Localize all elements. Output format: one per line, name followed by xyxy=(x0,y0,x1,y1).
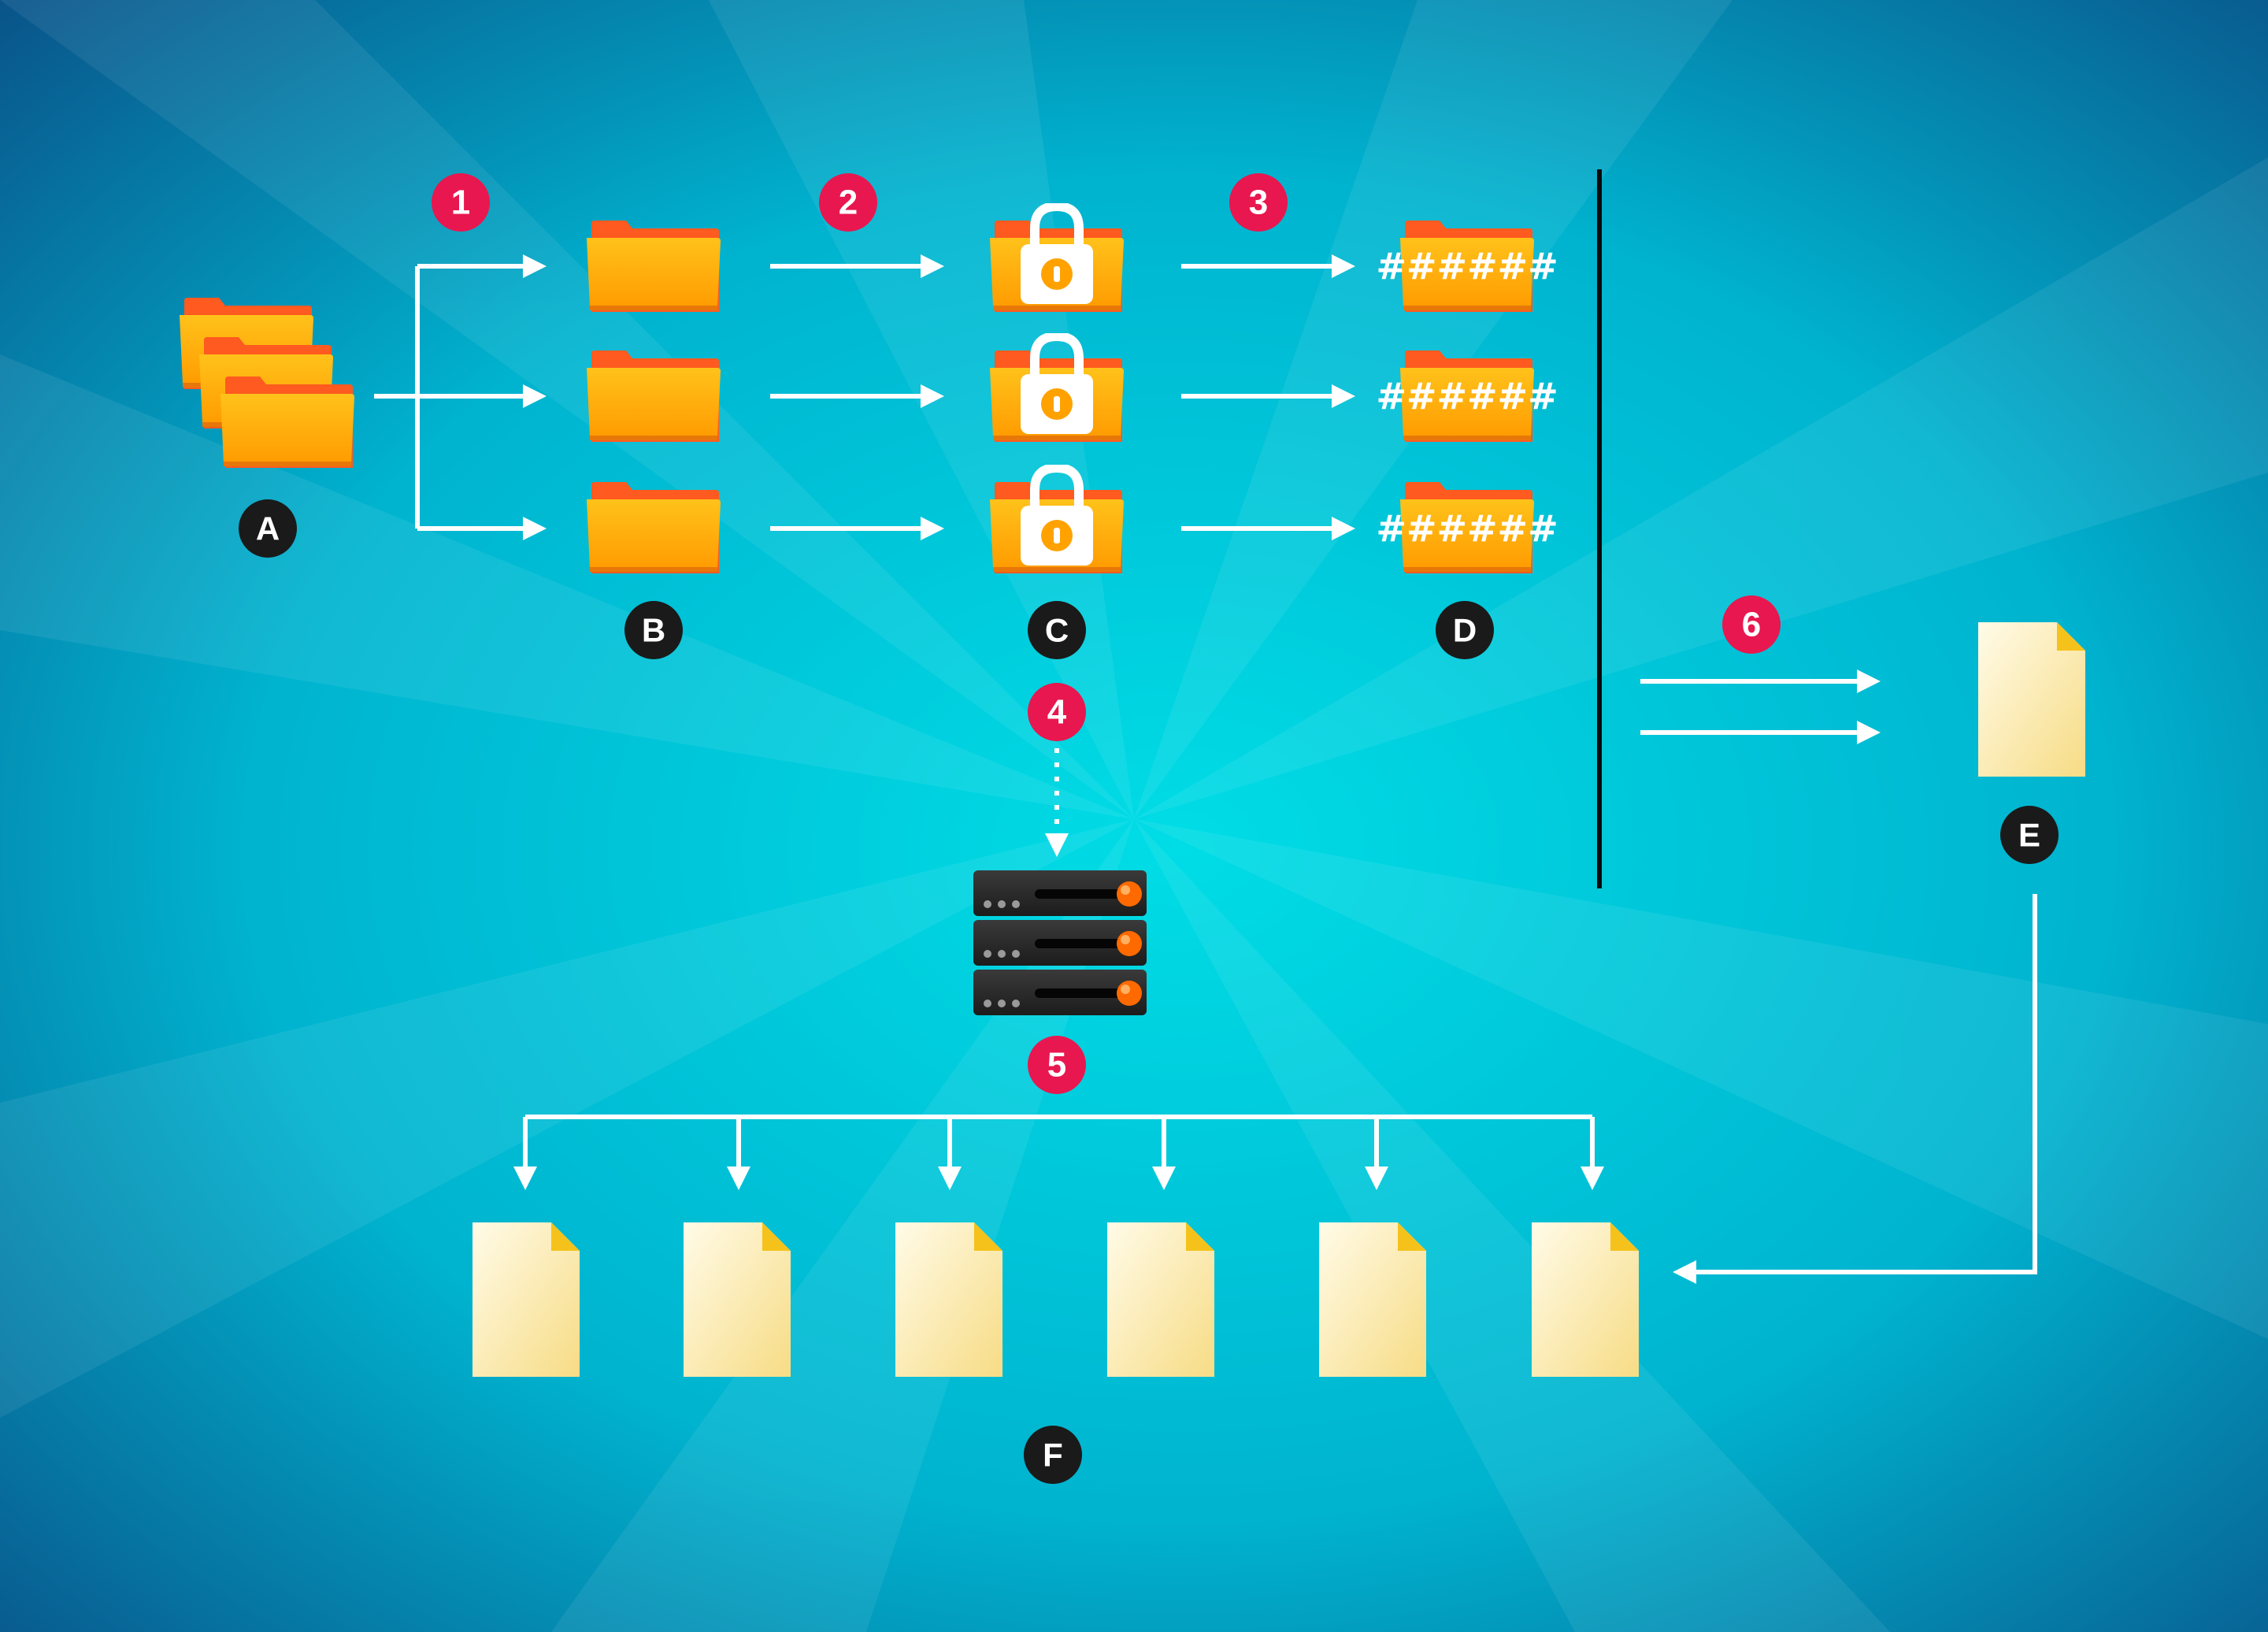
node-badge-label: D xyxy=(1453,612,1477,649)
node-badge-f: F xyxy=(1024,1426,1082,1484)
step-badge-5: 5 xyxy=(1028,1036,1086,1094)
step-badge-2: 2 xyxy=(819,173,877,232)
node-badge-a: A xyxy=(239,499,297,558)
node-badge-label: F xyxy=(1043,1437,1063,1474)
step-badge-label: 4 xyxy=(1047,693,1067,732)
node-badge-e: E xyxy=(2000,806,2059,864)
server-rack-icon xyxy=(973,870,1147,1015)
step-badges: 1 2 3 4 5 6 xyxy=(432,173,1781,1094)
document-icon xyxy=(1532,1222,1639,1377)
document-icon xyxy=(472,1222,580,1377)
document-icon xyxy=(684,1222,791,1377)
document-icon xyxy=(895,1222,1002,1377)
node-badge-c: C xyxy=(1028,601,1086,659)
folder-icon xyxy=(587,351,721,442)
encrypted-folder-icon: ###### xyxy=(1376,221,1558,312)
encrypted-folder-icon: ###### xyxy=(1376,351,1558,442)
node-badge-b: B xyxy=(624,601,683,659)
folder-icon xyxy=(587,482,721,573)
folder-icon xyxy=(587,221,721,312)
connectors xyxy=(374,254,2037,1284)
step-badge-label: 2 xyxy=(839,184,858,222)
encrypted-label: ###### xyxy=(1376,375,1558,417)
step-badge-1: 1 xyxy=(432,173,490,232)
step-badge-label: 5 xyxy=(1047,1046,1066,1085)
arrow-e-to-f6 xyxy=(1673,894,2037,1284)
encrypted-label: ###### xyxy=(1376,245,1558,287)
node-badge-d: D xyxy=(1436,601,1494,659)
node-badges: A B C D E F xyxy=(239,499,2059,1484)
node-badge-label: B xyxy=(642,612,665,649)
step-badge-4: 4 xyxy=(1028,683,1086,741)
document-icon xyxy=(1107,1222,1214,1377)
encrypted-folder-icon: ###### xyxy=(1376,482,1558,573)
step-badge-label: 6 xyxy=(1742,606,1761,644)
step-badge-label: 1 xyxy=(451,184,470,222)
node-badge-label: C xyxy=(1045,612,1069,649)
locked-folder-column-c xyxy=(990,206,1124,573)
node-badge-label: E xyxy=(2018,817,2040,854)
step-badge-label: 3 xyxy=(1249,184,1268,222)
encrypted-label: ###### xyxy=(1376,507,1558,550)
node-badge-label: A xyxy=(256,510,280,547)
step-badge-6: 6 xyxy=(1722,595,1781,654)
document-icon xyxy=(1978,622,2085,777)
encrypted-folder-column-d: ###### ###### ###### xyxy=(1376,221,1558,573)
step-badge-3: 3 xyxy=(1229,173,1288,232)
document-icon xyxy=(1319,1222,1426,1377)
folder-column-b xyxy=(587,221,721,573)
